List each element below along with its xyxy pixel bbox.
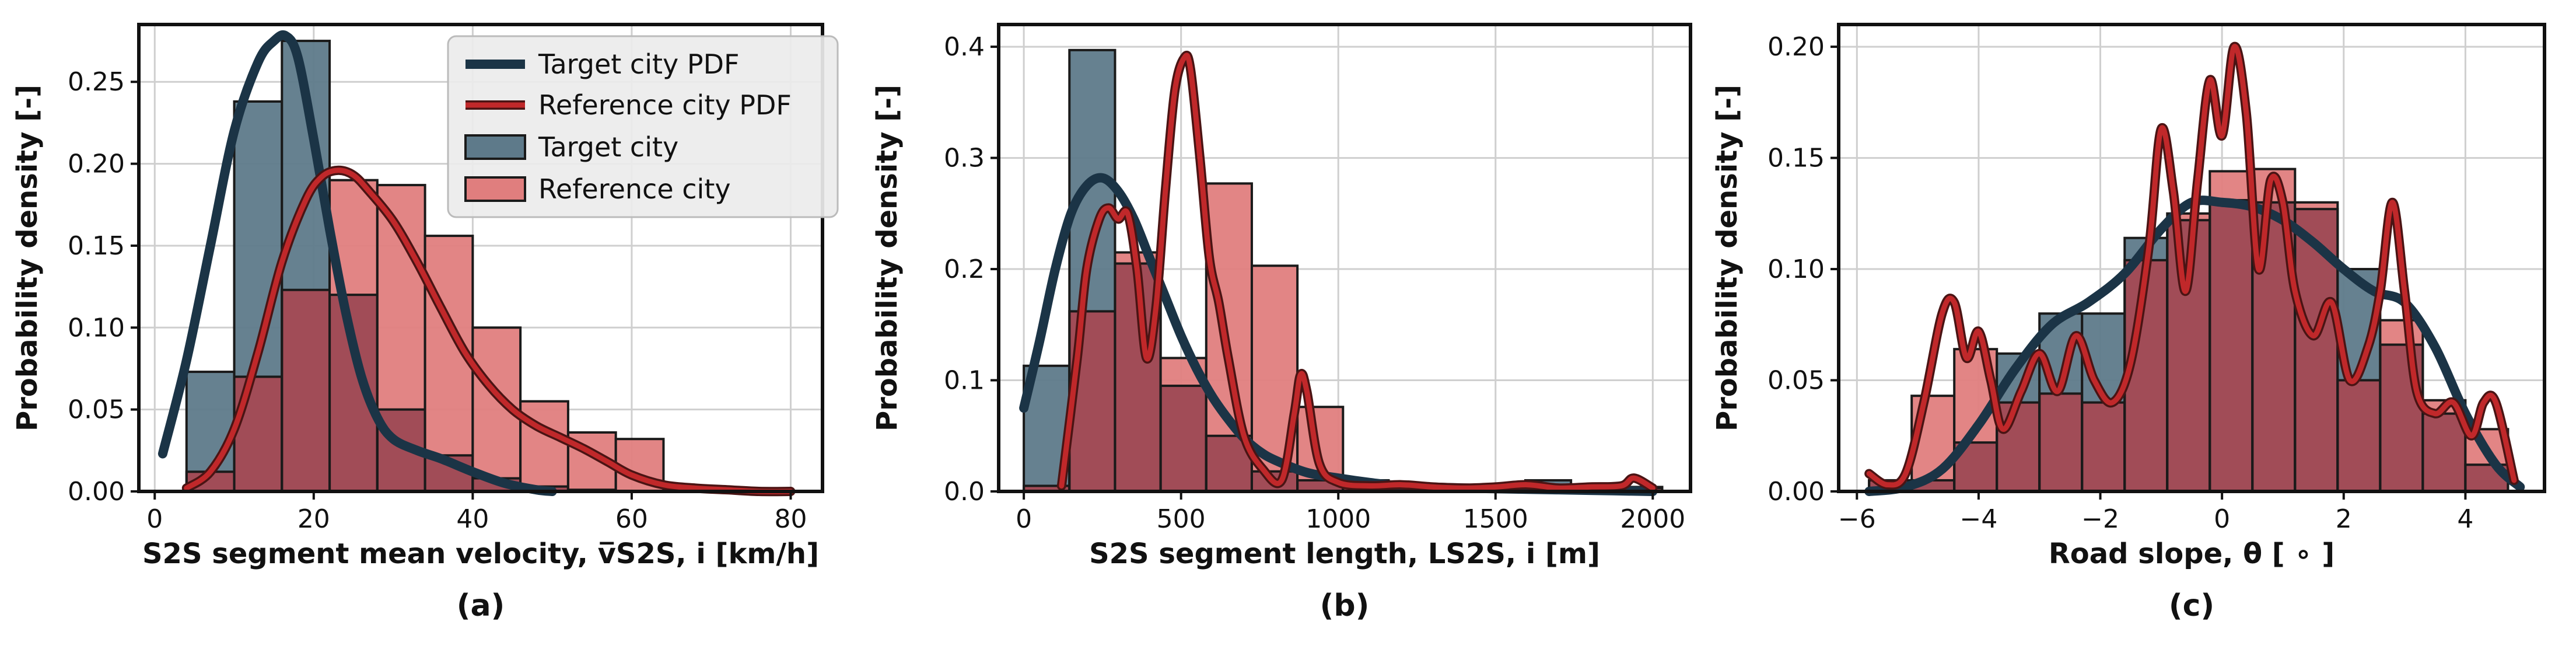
reference-city-pdf-line (1866, 44, 2517, 488)
legend-label-target-city: Target city (538, 131, 678, 163)
x-tick-label: 40 (456, 504, 489, 534)
y-tick-label: 0.4 (944, 32, 985, 62)
y-tick-label: 0.10 (1768, 254, 1825, 284)
overlap-bar-segment (2082, 402, 2125, 491)
reference-city-pdf-line (184, 168, 793, 494)
reference-bar-segment (473, 327, 521, 479)
y-axis-title: Probability density [-] (11, 85, 44, 431)
target-bar-segment (186, 372, 235, 472)
x-axis-title: Road slope, θ [ ∘ ] (2049, 538, 2334, 570)
y-axis-title: Probability density [-] (1711, 85, 1744, 431)
overlap-bar-segment (2210, 200, 2253, 491)
panel-c: −6 −4 −2 0 2 4 0.00 0.05 0.10 0.15 0.20 Road slope,… (1711, 23, 2546, 623)
reference-bar-segment (2210, 171, 2253, 200)
x-tick-label: 2000 (1620, 504, 1685, 534)
target-city-pdf-line (1864, 196, 2525, 496)
reference-city-pdf-line (1059, 53, 1656, 491)
overlap-bar-segment (2337, 380, 2381, 491)
y-tick-label: 0.05 (68, 395, 125, 425)
x-tick-label: 1500 (1463, 504, 1528, 534)
x-axis-title: S2S segment length, LS2S, i [m] (1089, 538, 1600, 570)
legend-label-target-pdf: Target city PDF (538, 48, 740, 80)
panel-b: 0 500 1000 1500 2000 0.0 0.1 0.2 0.3 0.4 S2S segme… (871, 23, 1692, 623)
y-tick-label: 0.1 (944, 366, 985, 396)
reference-bar-segment (2167, 213, 2210, 221)
legend-label-reference-pdf: Reference city PDF (538, 89, 792, 121)
plot-frame (137, 23, 824, 493)
panel-caption: (c) (2169, 588, 2214, 623)
y-tick-label: 0.3 (944, 144, 985, 173)
overlap-bar-segment (1160, 386, 1206, 491)
x-tick-label: 20 (298, 504, 330, 534)
legend-label-reference-city: Reference city (538, 173, 731, 205)
x-tick-label: 0 (1016, 504, 1032, 534)
overlap-bar-segment (282, 289, 330, 491)
y-tick-label: 0.15 (68, 231, 125, 261)
overlap-bar-segment (1997, 402, 2040, 491)
y-tick-label: 0.20 (1768, 32, 1825, 62)
y-tick-label: 0.00 (1768, 477, 1825, 507)
x-tick-label: −6 (1838, 504, 1876, 534)
x-tick-label: 60 (615, 504, 648, 534)
x-tick-label: 0 (2214, 504, 2230, 534)
legend-reference-city-swatch (464, 176, 526, 202)
panel-caption: (b) (1320, 588, 1370, 623)
x-tick-label: 4 (2457, 504, 2473, 534)
y-axis-title: Probability density [-] (871, 85, 904, 431)
plot-frame (997, 23, 1692, 493)
y-tick-label: 0.2 (944, 254, 985, 284)
target-city-pdf-line (158, 30, 557, 496)
panel-a: 0 20 40 60 80 0.00 0.05 0.10 0.15 0.20 0.25 S2S seg… (11, 23, 824, 623)
y-tick-label: 0.05 (1768, 366, 1825, 396)
y-tick-label: 0.15 (1768, 144, 1825, 173)
overlap-bar-segment (2423, 413, 2466, 491)
x-tick-label: 500 (1157, 504, 1206, 534)
reference-bar-segment (520, 401, 568, 487)
x-tick-label: −4 (1959, 504, 1997, 534)
x-tick-label: 0 (146, 504, 163, 534)
x-tick-label: −2 (2081, 504, 2119, 534)
y-tick-label: 0.00 (68, 477, 125, 507)
reference-bar-segment (377, 185, 425, 410)
legend-target-city-swatch (464, 134, 526, 160)
y-tick-label: 0.0 (944, 477, 985, 507)
x-axis-title: S2S segment mean velocity, v̅S2S, i [km/… (142, 538, 819, 570)
overlap-bar-segment (2039, 393, 2082, 491)
panel-caption: (a) (457, 588, 505, 623)
legend-box (447, 35, 839, 218)
x-tick-label: 2 (2336, 504, 2352, 534)
y-tick-label: 0.10 (68, 313, 125, 343)
reference-bar-segment (2380, 320, 2423, 345)
y-tick-label: 0.25 (68, 67, 125, 97)
overlap-bar-segment (1024, 486, 1070, 491)
legend: Target city PDF Reference city PDF Targe… (447, 35, 839, 218)
plot-frame (1837, 23, 2546, 493)
y-tick-label: 0.20 (68, 149, 125, 179)
reference-bar-segment (2295, 202, 2338, 210)
overlap-bar-segment (2295, 209, 2338, 491)
target-bar-segment (234, 101, 282, 377)
x-tick-label: 80 (774, 504, 807, 534)
x-tick-label: 1000 (1306, 504, 1371, 534)
